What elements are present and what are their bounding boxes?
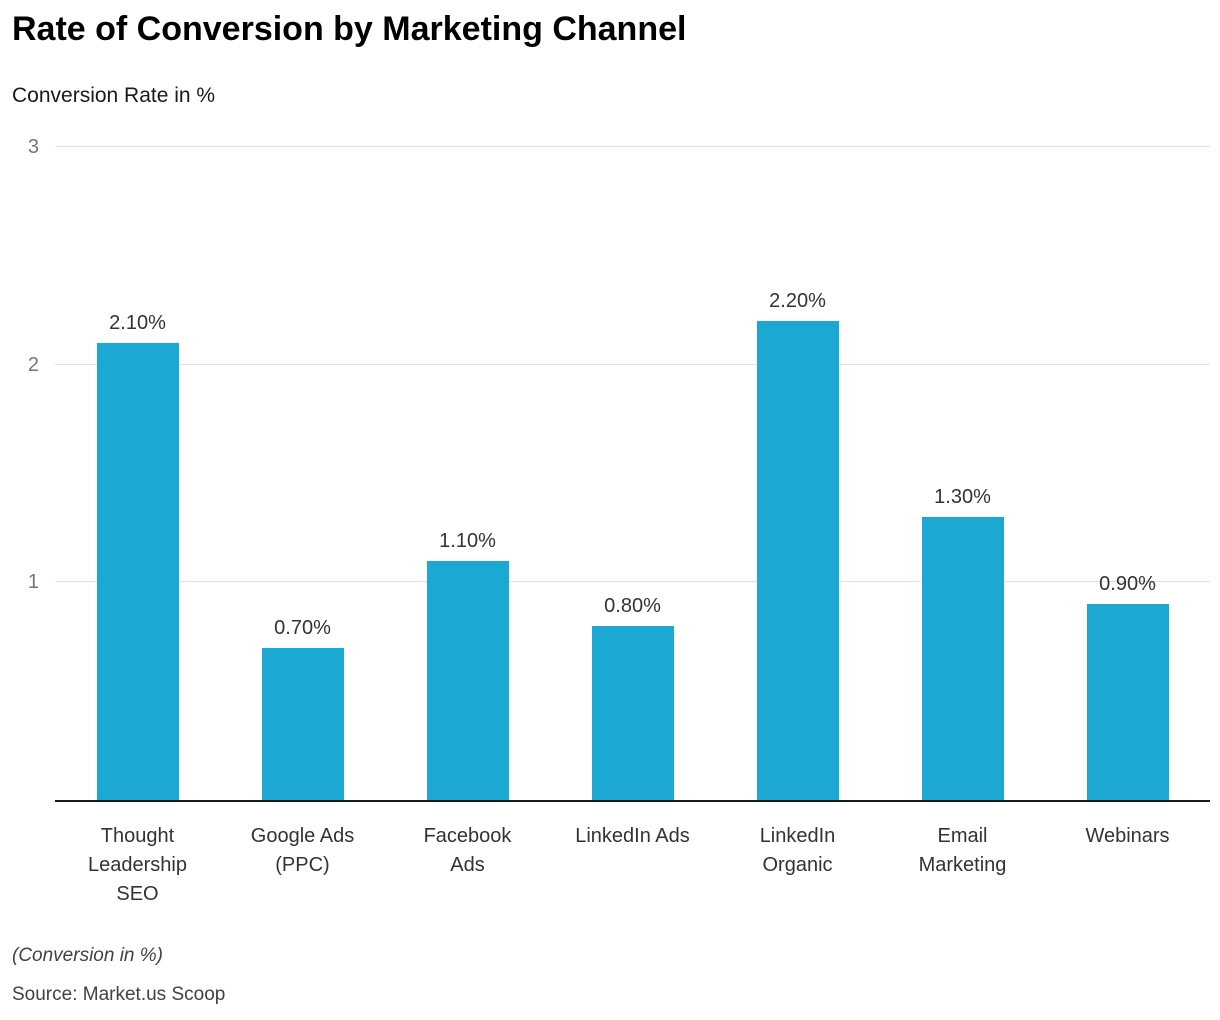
bar-value-label: 0.70% — [274, 616, 331, 639]
bar-value-label: 1.30% — [934, 486, 991, 509]
bar-value-label: 0.80% — [604, 594, 661, 617]
bar — [756, 321, 839, 800]
gridline — [55, 363, 1210, 365]
bar — [426, 560, 509, 800]
x-axis-category-label: Facebook Ads — [423, 825, 512, 876]
x-axis-labels: Thought Leadership SEO Google Ads (PPC) Fa… — [55, 822, 1210, 909]
y-axis-tick-label: 2 — [27, 353, 39, 376]
bar — [261, 647, 344, 800]
bar-value-label: 1.10% — [439, 529, 496, 552]
gridline — [55, 146, 1210, 147]
x-axis-category-label: LinkedIn Ads — [575, 825, 690, 847]
bar — [591, 625, 674, 800]
bar-value-label: 2.20% — [769, 290, 826, 313]
plot-area: 1 2 3 2.10% 0.70% 1.10% 0.80% 2.20% 1.30% 0.90% — [28, 137, 1210, 802]
x-axis-category-label: Google Ads (PPC) — [250, 825, 355, 876]
bar — [921, 517, 1004, 800]
bar-value-label: 0.90% — [1099, 573, 1156, 596]
source-note: Source: Market.us Scoop — [12, 984, 226, 1005]
bar — [1086, 604, 1169, 800]
chart-title: Rate of Conversion by Marketing Channel — [12, 10, 687, 48]
bar — [96, 342, 179, 800]
footnote: (Conversion in %) — [12, 945, 163, 966]
x-axis-category-label: Thought Leadership SEO — [88, 825, 187, 905]
x-axis-category-label: Email Marketing — [918, 825, 1007, 876]
y-axis-tick-label: 1 — [27, 571, 39, 594]
bar-value-label: 2.10% — [109, 311, 166, 334]
y-axis-tick-label: 3 — [27, 136, 39, 158]
gridline — [55, 581, 1210, 583]
x-axis-category-label: LinkedIn Organic — [759, 825, 836, 876]
chart-subtitle: Conversion Rate in % — [12, 84, 216, 107]
x-axis-category-label: Webinars — [1085, 825, 1170, 847]
